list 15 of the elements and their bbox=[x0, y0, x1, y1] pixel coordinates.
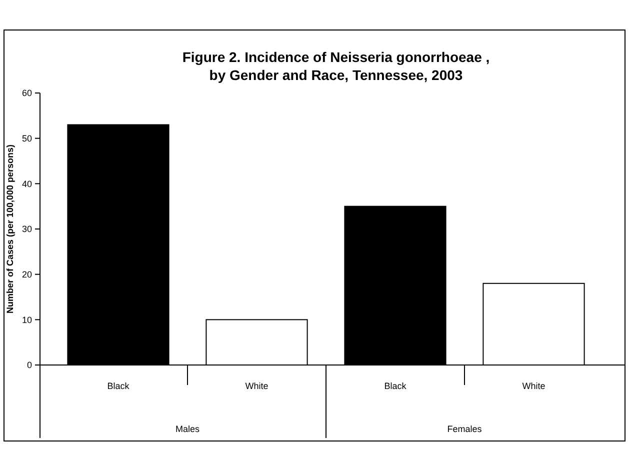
y-tick-label: 0 bbox=[26, 360, 32, 370]
x-tick-label: White bbox=[245, 381, 268, 391]
chart-title: Figure 2. Incidence of Neisseria gonorrhoeae , by Gender and Race, Tennessee, 2003 bbox=[182, 49, 490, 83]
y-tick-label: 30 bbox=[22, 224, 32, 234]
y-tick-label: 50 bbox=[22, 133, 32, 144]
x-tick-label: Black bbox=[384, 381, 407, 391]
y-tick-label: 10 bbox=[22, 314, 32, 325]
text: Males bbox=[175, 424, 200, 434]
y-tick-label: 40 bbox=[22, 178, 32, 189]
text: Females bbox=[447, 424, 482, 434]
x-tick-label: White bbox=[522, 381, 546, 391]
y-axis-title: Number of Cases (per 100,000 persons) bbox=[5, 144, 15, 314]
x-tick-label: Black bbox=[107, 381, 130, 391]
y-tick-label: 60 bbox=[22, 88, 32, 98]
y-tick-label: 20 bbox=[22, 269, 32, 280]
